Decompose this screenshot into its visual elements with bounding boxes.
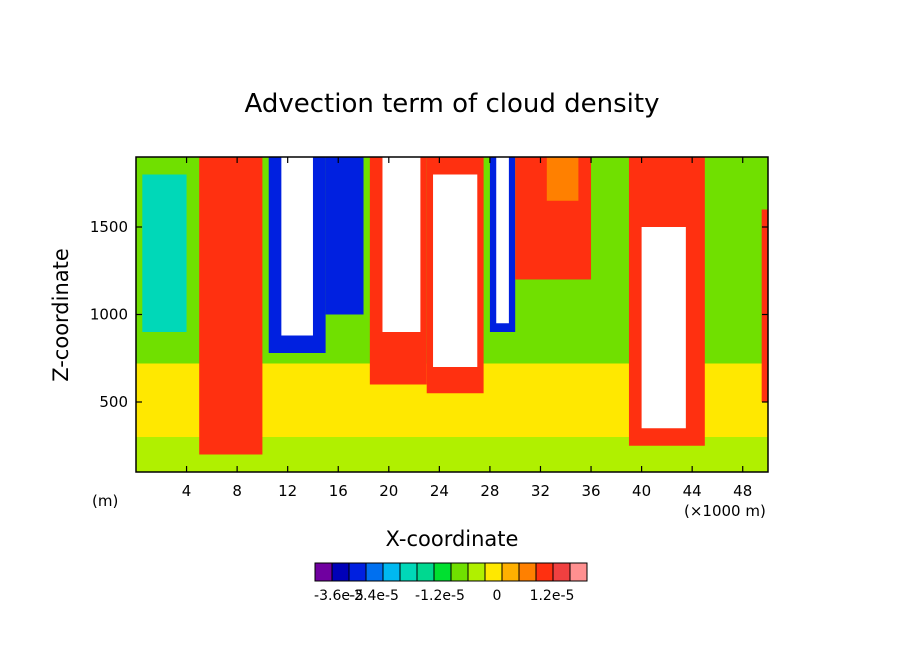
colorbar-label: -2.4e-5 <box>349 588 399 604</box>
x-tick-label: 20 <box>379 482 398 500</box>
colorbar-swatch <box>569 562 588 582</box>
colorbar-swatch <box>433 562 452 582</box>
x-axis: 4 8 12 16 20 24 28 32 36 40 44 48 <box>182 157 752 500</box>
plot-area <box>136 157 768 472</box>
colorbar-swatch <box>552 562 571 582</box>
x-tick-label: 8 <box>232 482 242 500</box>
y-tick-label: 1500 <box>90 218 128 236</box>
contour-region-red <box>761 209 768 402</box>
x-tick-label: 4 <box>182 482 192 500</box>
contour-region-blue <box>325 157 364 315</box>
x-tick-label: 48 <box>733 482 752 500</box>
x-axis-label: X-coordinate <box>386 527 519 551</box>
colorbar-swatch <box>331 562 350 582</box>
colorbar-swatch <box>450 562 469 582</box>
x-tick-label: 36 <box>581 482 600 500</box>
contour-region-white <box>382 157 421 332</box>
colorbar-swatch <box>348 562 367 582</box>
colorbar-swatch <box>365 562 384 582</box>
y-axis-label: Z-coordinate <box>49 248 73 382</box>
x-tick-label: 24 <box>430 482 449 500</box>
y-axis: 500 1000 1500 <box>90 218 768 411</box>
contour-region-white <box>281 157 313 336</box>
contour-region-cyan <box>142 174 187 332</box>
colorbar-swatch <box>382 562 401 582</box>
colorbar-swatch <box>399 562 418 582</box>
colorbar-swatch <box>467 562 486 582</box>
x-tick-label: 16 <box>329 482 348 500</box>
colorbar-swatch <box>518 562 537 582</box>
y-tick-label: 500 <box>99 393 128 411</box>
colorbar-swatch <box>416 562 435 582</box>
contour-region-orange <box>546 157 579 201</box>
colorbar-label: -3.6e-5 <box>314 588 364 604</box>
x-tick-label: 28 <box>480 482 499 500</box>
colorbar <box>314 562 588 582</box>
contour-region-white <box>496 157 509 324</box>
x-tick-label: 12 <box>278 482 297 500</box>
colorbar-swatch <box>314 562 333 582</box>
contour-region-white <box>641 227 686 429</box>
colorbar-label: -1.2e-5 <box>415 588 465 604</box>
colorbar-label: 1.2e-5 <box>530 588 575 604</box>
contour-region-red <box>199 157 263 455</box>
y-tick-label: 1000 <box>90 306 128 324</box>
chart-title: Advection term of cloud density <box>245 89 660 119</box>
colorbar-swatch <box>501 562 520 582</box>
contour-regions <box>136 157 768 472</box>
x-tick-label: 40 <box>632 482 651 500</box>
colorbar-swatch <box>484 562 503 582</box>
colorbar-swatch <box>535 562 554 582</box>
x-tick-label: 32 <box>531 482 550 500</box>
colorbar-labels: -3.6e-5-2.4e-5 -1.2e-5 0 1.2e-5 <box>314 588 574 604</box>
contour-region-white <box>433 174 478 367</box>
x-tick-label: 44 <box>683 482 702 500</box>
x-unit-left: (m) <box>92 492 118 510</box>
colorbar-label: 0 <box>493 588 502 604</box>
x-unit-right: (×1000 m) <box>684 502 766 520</box>
